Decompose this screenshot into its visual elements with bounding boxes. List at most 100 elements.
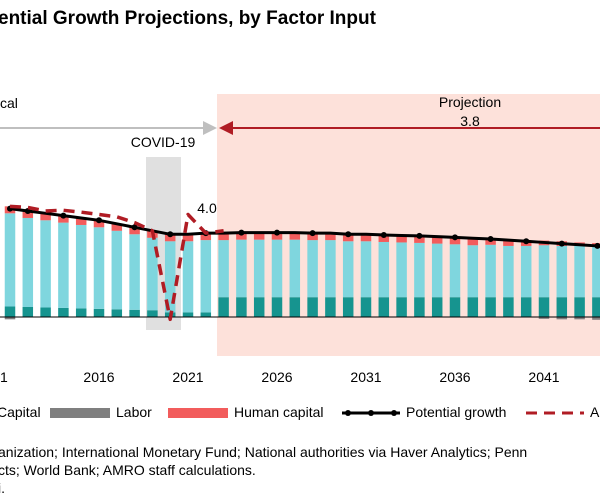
bar-tfp-2036	[449, 297, 461, 317]
bar-capital-2037	[467, 245, 479, 298]
bar-human-capital-2024	[236, 232, 247, 240]
bar-capital-2028	[307, 240, 318, 298]
bar-human-capital-2032	[378, 234, 390, 242]
bar-tfp-2041	[538, 297, 550, 317]
potential-growth-point-2036	[452, 234, 458, 241]
bar-tfp-2023	[218, 297, 229, 317]
bar-capital-2033	[396, 242, 407, 298]
bar-capital-2017	[111, 230, 123, 310]
bar-human-capital-2039	[503, 240, 514, 246]
bar-tfp-2022	[200, 312, 212, 317]
bar-human-capital-2037	[467, 238, 479, 246]
bar-capital-2019	[147, 237, 158, 311]
legend-label-potential-growth: Potential growth	[406, 404, 507, 420]
legend-item-potential-growth: Potential growth	[340, 404, 506, 420]
legend-label-human-capital: Human capital	[234, 404, 324, 420]
bar-capital-2011	[4, 213, 16, 307]
bar-tfp-2042	[556, 297, 568, 317]
bar-capital-2023	[218, 240, 229, 298]
bar-human-capital-2015	[75, 217, 87, 225]
bar-tfp-2014	[58, 307, 69, 317]
bar-human-capital-2026	[271, 232, 283, 240]
bar-tfp-2012	[22, 306, 34, 317]
x-tick-label-2041: 2041	[528, 369, 559, 385]
bar-tfp-2030	[342, 297, 354, 317]
x-tick-label-2016: 2016	[83, 369, 114, 385]
bar-capital-2027	[289, 239, 301, 298]
bar-tfp-2043	[574, 297, 585, 317]
legend-item-human-capital: Human capital	[168, 404, 324, 420]
potential-growth-point-2044	[594, 242, 600, 249]
legend-item-actual: A	[524, 404, 599, 420]
bar-capital-2044	[592, 246, 600, 298]
x-tick-label-2036: 2036	[439, 369, 470, 385]
bar-human-capital-2013	[40, 213, 51, 221]
bar-tfp-2017	[111, 309, 123, 317]
legend-swatch-potential-growth	[342, 410, 400, 417]
bar-labor-2041	[538, 317, 550, 319]
bar-human-capital-2029	[325, 233, 336, 241]
legend-swatch-actual	[526, 411, 584, 415]
bar-capital-2032	[378, 241, 390, 298]
legend-item-capital: Capital	[0, 404, 41, 420]
bar-capital-2039	[503, 245, 514, 298]
x-tick-label-2026: 2026	[261, 369, 292, 385]
bar-capital-2029	[325, 240, 336, 298]
source-line-2: cts; World Bank; AMRO staff calculations…	[0, 462, 256, 478]
bar-tfp-2016	[93, 308, 105, 317]
legend-swatch-labor	[50, 408, 110, 419]
footnote: i.	[0, 480, 5, 496]
projection-arrowhead	[219, 121, 233, 135]
bar-capital-2034	[414, 242, 425, 298]
bar-labor-2043	[574, 317, 585, 320]
bar-tfp-2026	[271, 297, 283, 317]
bar-tfp-2044	[592, 297, 600, 317]
legend-swatch-human-capital	[168, 408, 228, 419]
bar-human-capital-2035	[431, 236, 443, 244]
bar-capital-2042	[556, 245, 568, 298]
chart-plot: cal Projection 3.8 COVID-19 4.0 1 2016 2021 2026…	[0, 94, 600, 385]
bar-tfp-2039	[503, 297, 514, 317]
legend-item-labor: Labor	[50, 404, 152, 420]
historical-arrowhead	[203, 121, 217, 135]
bar-tfp-2040	[520, 297, 532, 317]
bar-capital-2016	[93, 227, 105, 309]
bar-human-capital-2021	[182, 234, 194, 242]
potential-growth-point-2016	[96, 217, 102, 224]
chart-title: ential Growth Projections, by Factor Inp…	[0, 8, 376, 29]
bar-human-capital-2014	[58, 215, 69, 223]
bar-capital-2038	[485, 244, 496, 298]
potential-growth-point-2028	[309, 230, 316, 237]
potential-growth-point-2038	[487, 235, 494, 242]
bar-human-capital-2034	[414, 235, 425, 243]
bar-capital-2012	[22, 217, 34, 307]
bar-tfp-2032	[378, 297, 390, 317]
bar-tfp-2013	[40, 307, 51, 317]
bar-capital-2041	[538, 245, 550, 298]
bar-capital-2022	[200, 240, 212, 313]
bar-human-capital-2031	[360, 234, 372, 242]
bar-labor-2044	[592, 317, 600, 320]
legend-label-capital: Capital	[0, 404, 41, 420]
source-line-1: anization; International Monetary Fund; …	[0, 444, 528, 460]
x-tick-label-1: 1	[0, 369, 8, 385]
projection-value-label: 3.8	[460, 113, 480, 129]
bar-capital-2036	[449, 244, 461, 298]
bar-tfp-2034	[414, 297, 425, 317]
bar-capital-2040	[520, 245, 532, 298]
bar-capital-2015	[75, 224, 87, 309]
bar-human-capital-2017	[111, 223, 123, 231]
bar-tfp-2024	[236, 297, 247, 317]
bar-capital-2021	[182, 241, 194, 313]
bar-tfp-2019	[147, 310, 158, 317]
x-tick-label-2021: 2021	[172, 369, 203, 385]
bar-tfp-2021	[182, 312, 194, 317]
legend-label-labor: Labor	[116, 404, 152, 420]
bar-capital-2035	[431, 243, 443, 298]
potential-growth-point-2018	[131, 224, 138, 231]
potential-growth-point-2042	[558, 240, 565, 247]
bar-tfp-2038	[485, 297, 496, 317]
bar-capital-2013	[40, 220, 51, 308]
annotation-value-label: 4.0	[197, 200, 217, 216]
potential-growth-point-2014	[60, 212, 67, 219]
